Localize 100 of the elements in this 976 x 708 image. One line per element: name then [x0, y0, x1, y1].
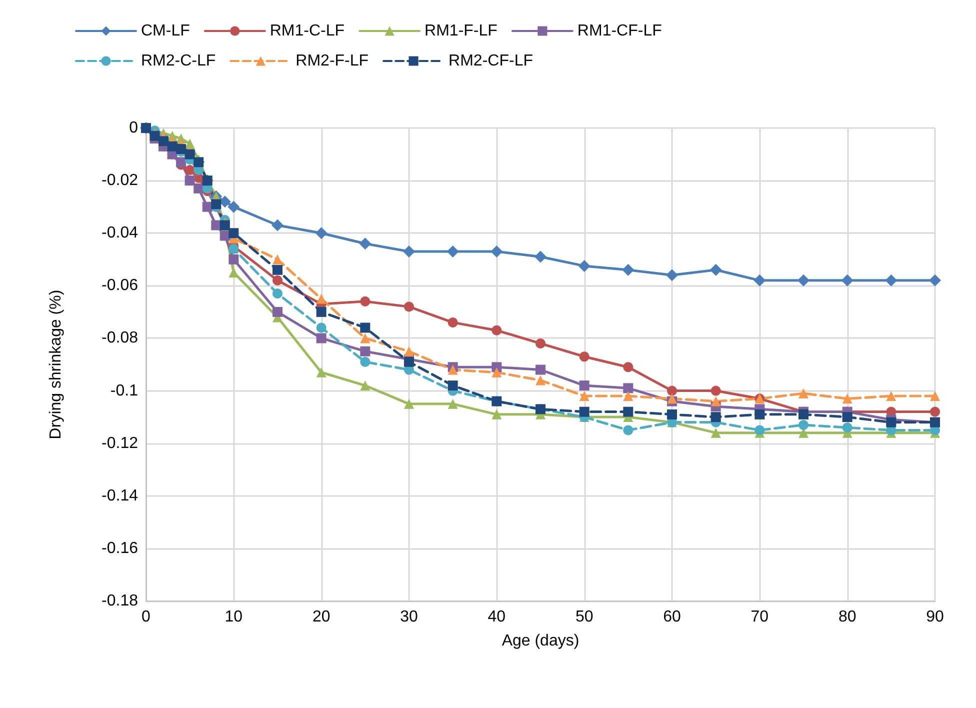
- point: [228, 228, 239, 238]
- point: [842, 422, 852, 433]
- point: [228, 254, 239, 264]
- x-tick-label: 20: [312, 608, 330, 626]
- point: [272, 288, 282, 299]
- point: [930, 406, 940, 417]
- point: [360, 333, 370, 344]
- point: [579, 352, 590, 362]
- point: [667, 394, 677, 404]
- point: [184, 176, 195, 186]
- y-tick-label: -0.1: [110, 382, 138, 400]
- point: [710, 386, 721, 396]
- point: [710, 412, 721, 422]
- point: [710, 428, 721, 438]
- y-tick-label: 0: [129, 120, 138, 136]
- point: [316, 306, 326, 317]
- y-tick-label: -0.02: [102, 172, 138, 190]
- legend-label: RM1-C-LF: [270, 22, 345, 40]
- point: [579, 380, 590, 391]
- x-axis-title: Age (days): [502, 632, 580, 650]
- point: [534, 250, 546, 263]
- legend-label: RM2-CF-LF: [448, 52, 534, 70]
- point: [228, 200, 240, 213]
- point: [316, 322, 326, 333]
- y-tick-label: -0.06: [102, 277, 138, 294]
- point: [710, 396, 721, 406]
- point: [272, 275, 282, 286]
- point: [360, 356, 370, 367]
- point: [272, 306, 282, 317]
- point: [360, 346, 370, 356]
- point: [492, 409, 502, 420]
- legend-label: CM-LF: [141, 22, 190, 40]
- point: [842, 394, 852, 404]
- point: [623, 383, 634, 394]
- y-tick-label: -0.12: [102, 434, 138, 452]
- point: [667, 386, 677, 396]
- point: [754, 425, 765, 436]
- point: [710, 264, 722, 276]
- point: [666, 269, 678, 282]
- point: [158, 136, 169, 146]
- point: [446, 246, 459, 258]
- point: [272, 219, 284, 232]
- point: [404, 346, 414, 356]
- legend-label: RM2-C-LF: [141, 52, 216, 70]
- point: [490, 246, 503, 258]
- point: [623, 391, 634, 402]
- y-tick-label: -0.04: [102, 224, 138, 242]
- point: [798, 409, 808, 420]
- point: [623, 406, 634, 417]
- legend-label: RM1-F-LF: [424, 22, 498, 40]
- x-tick-label: 70: [750, 608, 769, 626]
- point: [403, 246, 415, 258]
- y-tick-label: -0.08: [102, 330, 138, 347]
- y-tick-label: -0.18: [102, 592, 138, 610]
- point: [754, 409, 765, 420]
- point: [536, 375, 546, 386]
- point: [930, 391, 940, 402]
- point: [404, 356, 414, 367]
- x-tick-label: 30: [400, 608, 418, 626]
- point: [448, 380, 458, 391]
- x-tick-label: 50: [575, 608, 594, 626]
- point: [272, 264, 282, 275]
- point: [623, 362, 634, 372]
- point: [885, 274, 898, 286]
- point: [798, 274, 810, 286]
- legend-label: RM2-F-LF: [296, 52, 369, 70]
- point: [536, 364, 546, 375]
- y-tick-label: -0.14: [102, 487, 138, 504]
- point: [578, 260, 590, 272]
- x-tick-label: 90: [926, 608, 944, 626]
- x-tick-label: 10: [224, 608, 243, 626]
- x-tick-label: 60: [663, 608, 681, 626]
- point: [316, 333, 326, 344]
- y-axis-title: Drying shrinkage (%): [48, 290, 64, 440]
- point: [228, 268, 239, 278]
- x-tick-label: 0: [142, 608, 151, 626]
- point: [315, 227, 328, 240]
- point: [150, 130, 160, 141]
- point: [360, 322, 370, 333]
- point: [316, 367, 326, 378]
- point: [211, 220, 222, 230]
- x-tick-label: 80: [838, 608, 856, 626]
- x-tick-label: 40: [488, 608, 506, 626]
- point: [492, 367, 502, 378]
- point: [754, 274, 766, 286]
- point: [623, 425, 634, 436]
- point: [842, 412, 852, 422]
- point: [404, 398, 414, 409]
- point: [536, 338, 546, 348]
- y-tick-label: -0.16: [102, 540, 138, 557]
- point: [622, 264, 634, 276]
- point: [184, 165, 195, 176]
- point: [360, 380, 370, 391]
- point: [359, 238, 372, 250]
- point: [579, 406, 590, 417]
- point: [886, 391, 896, 402]
- point: [184, 138, 195, 149]
- point: [579, 391, 590, 402]
- point: [798, 420, 808, 430]
- point: [841, 274, 854, 286]
